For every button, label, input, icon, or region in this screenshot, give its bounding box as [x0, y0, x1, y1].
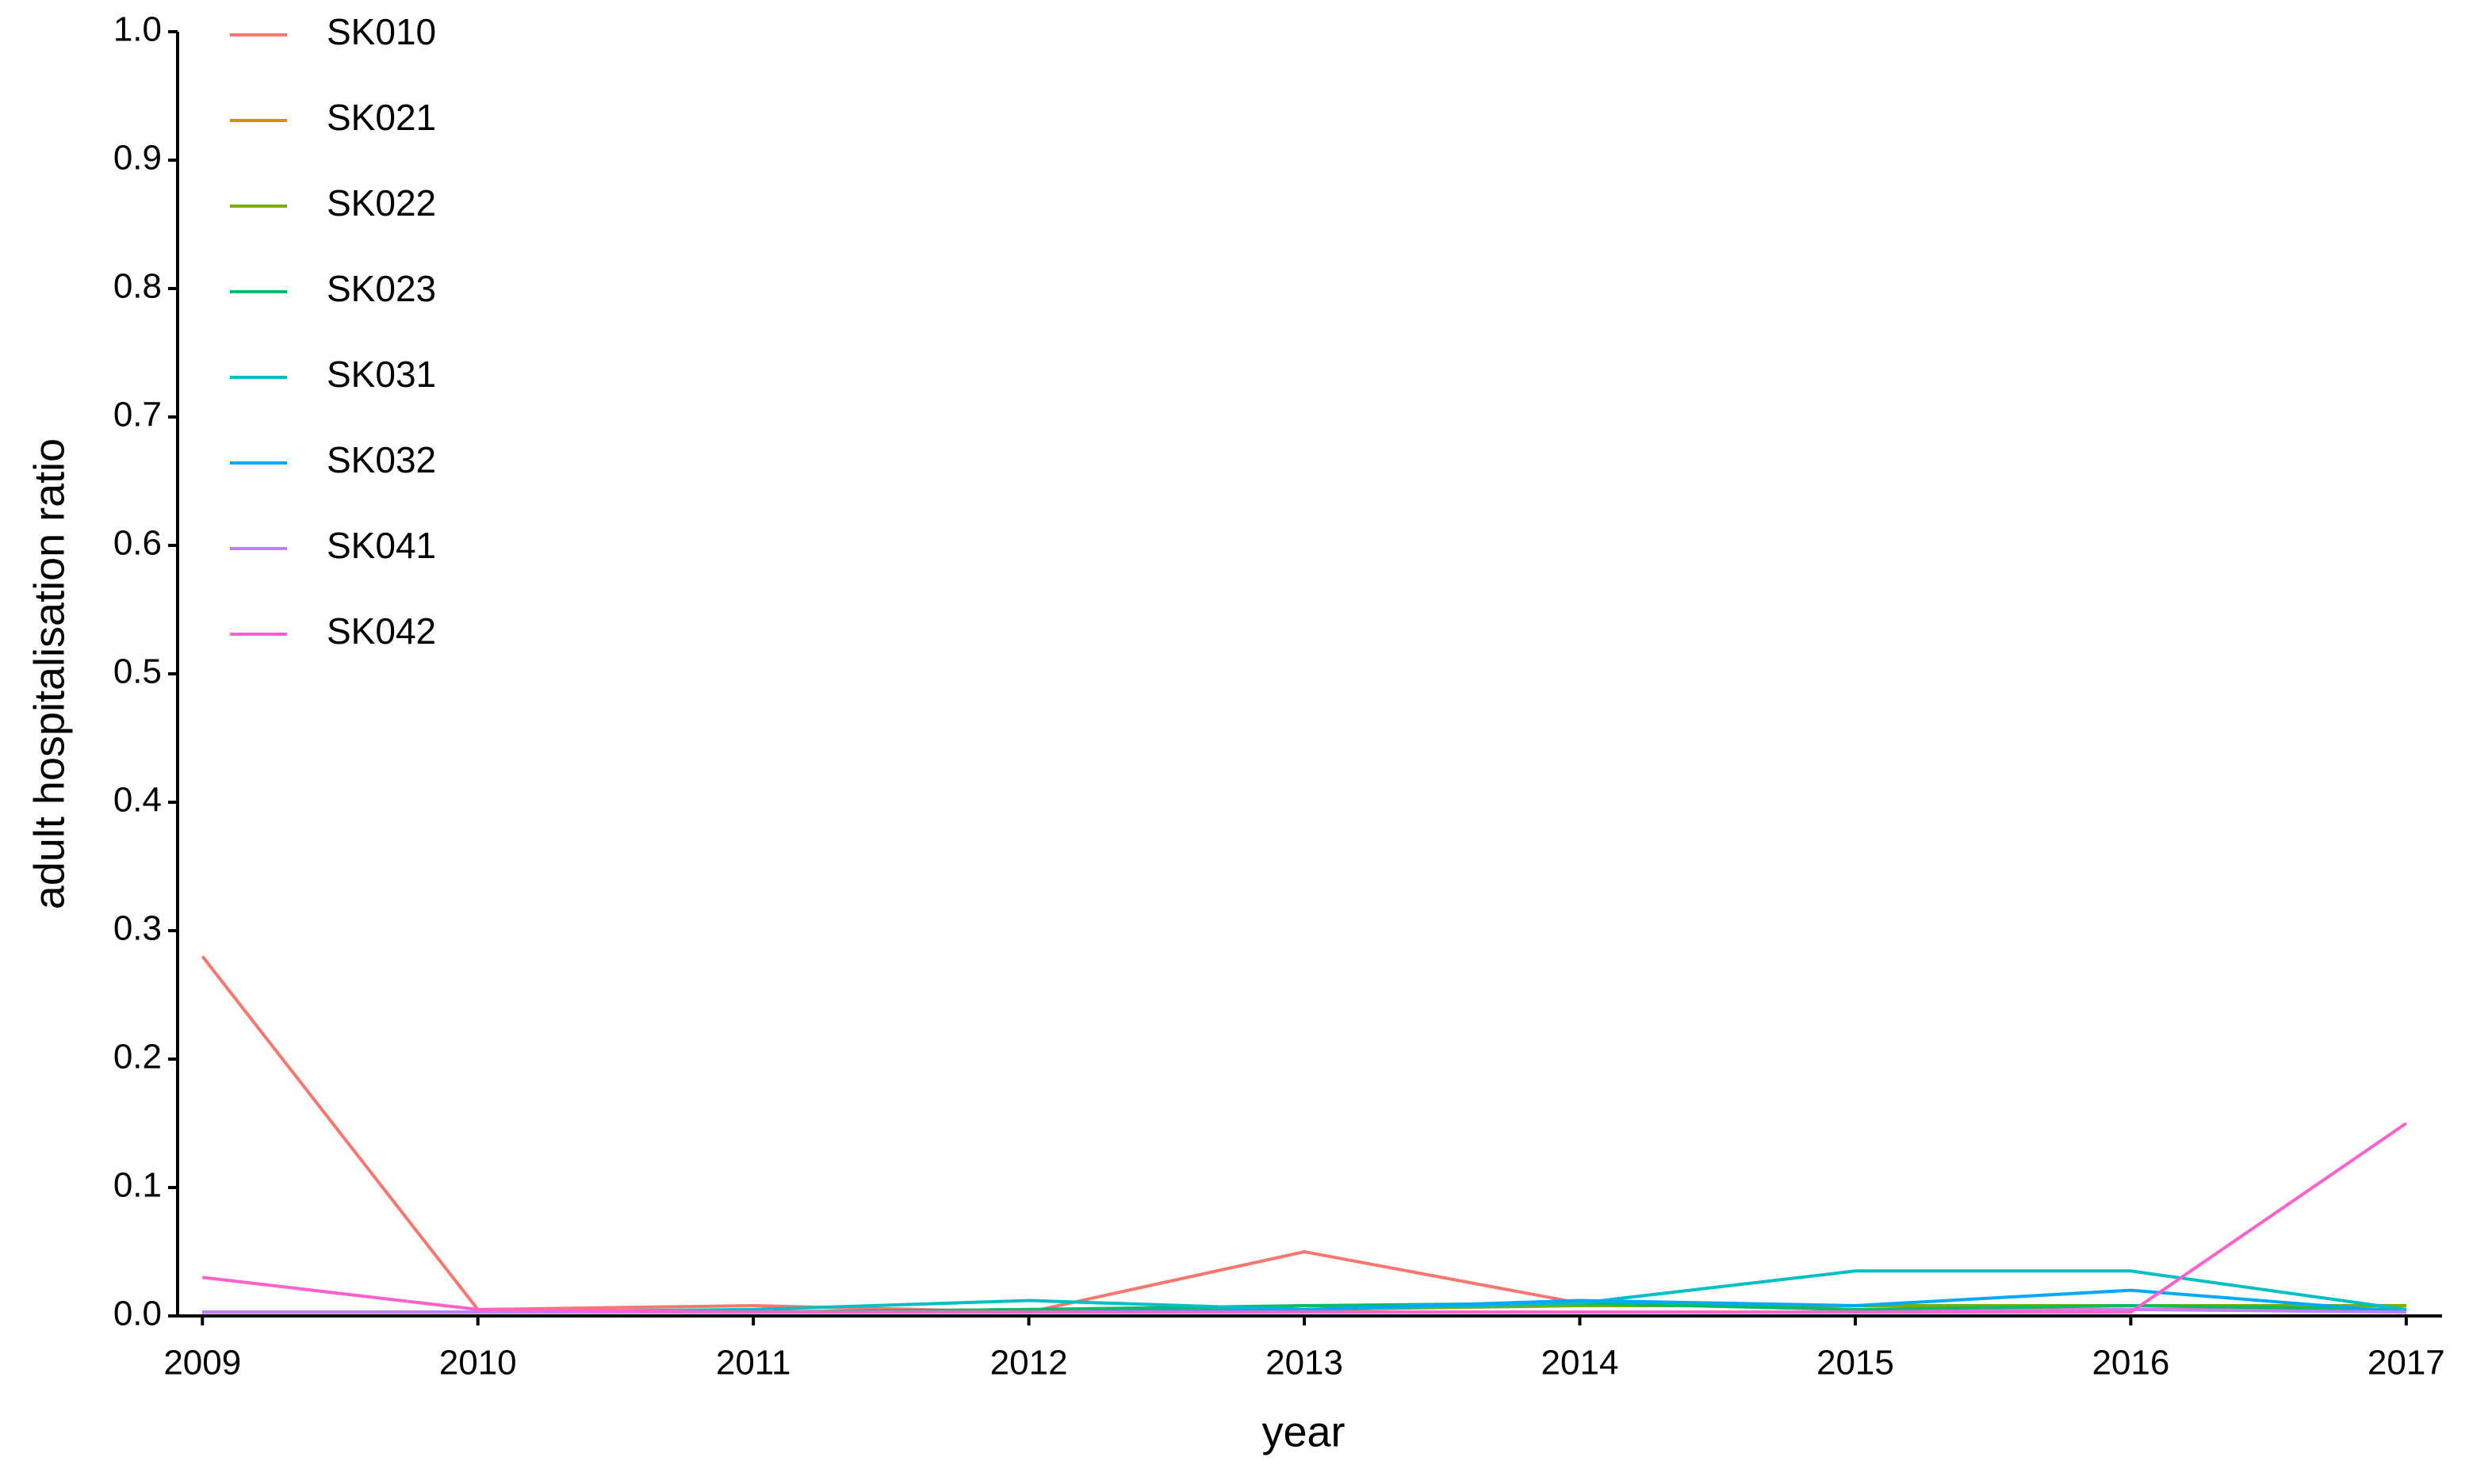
y-tick-label: 0.1	[113, 1166, 162, 1205]
x-tick-label: 2010	[439, 1344, 517, 1383]
y-axis-title: adult hospitalisation ratio	[25, 438, 73, 909]
legend-label: SK032	[327, 439, 436, 480]
y-tick-label: 0.0	[113, 1295, 162, 1333]
y-tick-label: 0.4	[113, 781, 162, 820]
y-tick-label: 0.5	[113, 652, 162, 691]
x-tick-label: 2013	[1265, 1344, 1343, 1383]
legend-label: SK023	[327, 268, 436, 309]
y-tick-label: 0.3	[113, 909, 162, 948]
x-axis-title: year	[1261, 1408, 1345, 1455]
legend-label: SK041	[327, 525, 436, 566]
legend-label: SK042	[327, 610, 436, 652]
series-line	[201, 955, 2406, 1314]
y-tick-label: 0.2	[113, 1038, 162, 1077]
x-tick-label: 2012	[990, 1344, 1068, 1383]
legend-label: SK031	[327, 354, 436, 395]
x-tick-label: 2011	[716, 1344, 791, 1383]
legend-label: SK022	[327, 182, 436, 224]
y-tick-label: 0.6	[113, 524, 162, 563]
x-tick-label: 2014	[1541, 1344, 1619, 1383]
x-tick-label: 2015	[1816, 1344, 1894, 1383]
series-line	[202, 1122, 2407, 1314]
x-tick-label: 2009	[163, 1344, 241, 1383]
x-tick-label: 2016	[2092, 1344, 2169, 1383]
x-tick-label: 2017	[2368, 1344, 2445, 1383]
legend-label: SK021	[327, 97, 436, 138]
legend-label: SK010	[327, 11, 436, 52]
y-tick-label: 0.7	[113, 396, 162, 434]
y-tick-label: 0.8	[113, 267, 162, 306]
y-tick-label: 0.9	[113, 139, 162, 178]
y-tick-label: 1.0	[113, 10, 162, 49]
